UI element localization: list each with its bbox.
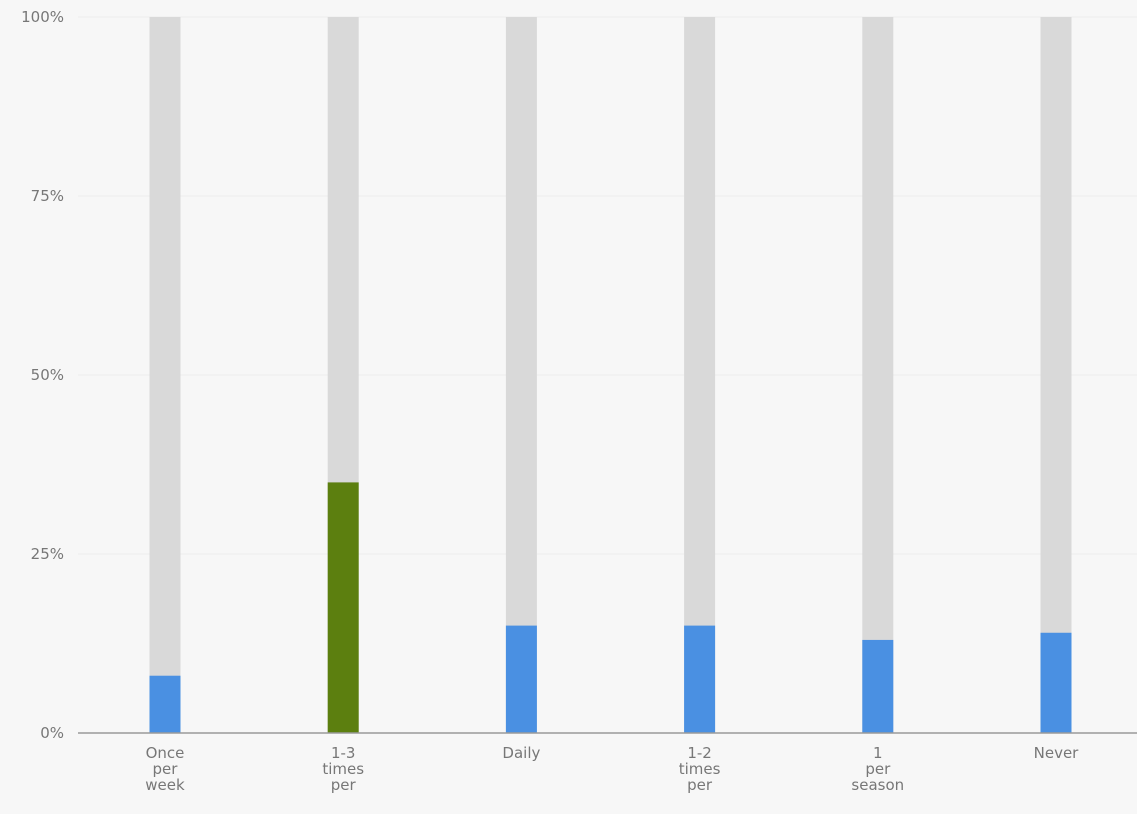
x-tick-label-line: Once — [146, 744, 185, 762]
bar-track — [684, 17, 716, 733]
x-tick-label-line: per — [865, 760, 891, 778]
y-tick-label: 75% — [31, 187, 64, 205]
x-tick-label-line: per — [153, 760, 179, 778]
bar[interactable] — [1040, 632, 1072, 733]
y-tick-label: 0% — [40, 724, 64, 742]
x-tick-label-line: times — [322, 760, 364, 778]
x-tick-label-line: season — [851, 776, 904, 794]
bar[interactable] — [327, 482, 359, 733]
x-tick-label-line: 1-3 — [331, 744, 356, 762]
bar[interactable] — [505, 625, 537, 733]
x-tick-label: 1-3 times per — [322, 744, 364, 794]
bar-track — [505, 17, 537, 733]
x-tick-label-line: per — [687, 776, 713, 794]
x-tick-label: 1-2 times per — [679, 744, 721, 794]
x-tick-label-line: per — [331, 776, 357, 794]
x-tick-label-line: week — [145, 776, 185, 794]
x-tick-label-line: 1-2 — [687, 744, 712, 762]
x-tick-label-line: Never — [1034, 744, 1080, 762]
x-tick-label: Once per week — [145, 744, 185, 794]
x-tick-label: Never — [1034, 744, 1080, 762]
y-tick-label: 100% — [21, 8, 64, 26]
bar-track — [1040, 17, 1072, 733]
x-tick-label: Daily — [502, 744, 540, 762]
y-tick-label: 50% — [31, 366, 64, 384]
x-tick-label-line: 1 — [873, 744, 883, 762]
x-tick-label-line: times — [679, 760, 721, 778]
bar-track — [149, 17, 181, 733]
bar[interactable] — [684, 625, 716, 733]
x-tick-label-line: Daily — [502, 744, 540, 762]
bar-track — [862, 17, 894, 733]
bar[interactable] — [862, 639, 894, 733]
x-tick-label: 1 per season — [851, 744, 904, 794]
bar[interactable] — [149, 675, 181, 733]
y-tick-label: 25% — [31, 545, 64, 563]
